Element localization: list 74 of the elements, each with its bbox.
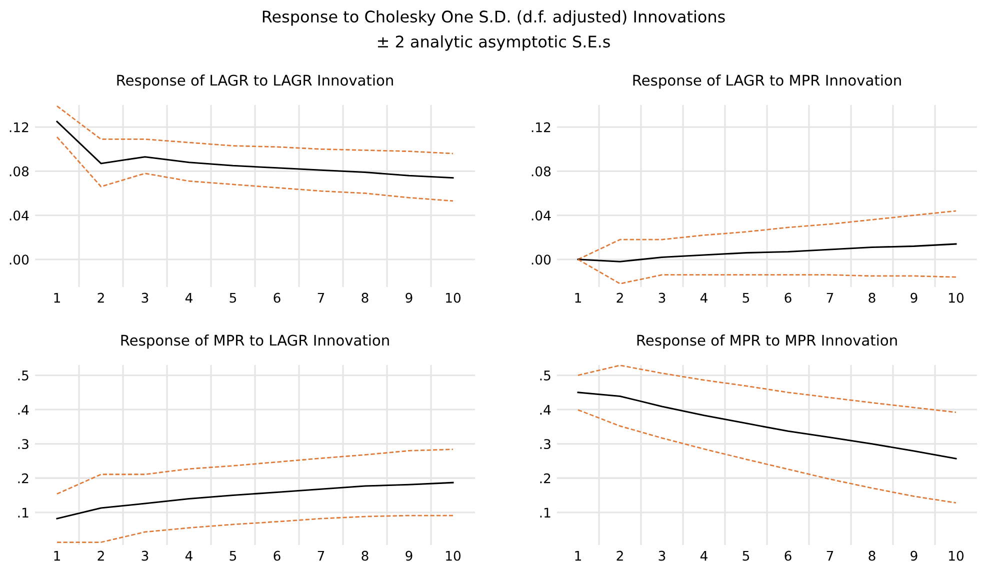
x-tick-label: 7 (318, 550, 324, 561)
x-tick-label: 3 (142, 292, 148, 303)
line-series (56, 482, 454, 520)
line-series (577, 409, 957, 504)
y-tick-label: .04 (532, 210, 551, 221)
y-tick-label: .04 (10, 210, 29, 221)
x-tick-label: 6 (274, 292, 280, 303)
y-tick-label: .12 (532, 122, 550, 132)
y-tick-label: .00 (532, 254, 551, 265)
x-tick-label: 3 (142, 550, 148, 561)
x-tick-label: 5 (742, 292, 750, 303)
x-tick-label: 5 (230, 292, 236, 303)
y-tick-label: .3 (18, 439, 28, 450)
chart-title: Response of MPR to MPR Innovation (637, 334, 897, 349)
x-tick-label: 2 (616, 550, 623, 561)
x-tick-label: 7 (318, 292, 324, 303)
y-tick-label: .4 (18, 404, 29, 415)
x-tick-label: 5 (742, 550, 750, 561)
y-tick-label: .12 (10, 122, 28, 132)
x-tick-label: 6 (784, 550, 792, 561)
x-tick-label: 1 (575, 292, 581, 303)
x-tick-label: 2 (98, 550, 104, 561)
x-tick-label: 2 (616, 292, 623, 303)
chart-title: Response of LAGR to MPR Innovation (633, 74, 901, 89)
x-tick-label: 6 (274, 550, 280, 561)
x-tick-label: 8 (868, 550, 876, 561)
y-tick-label: .08 (532, 166, 551, 176)
y-tick-label: .2 (18, 473, 28, 484)
x-tick-label: 1 (54, 292, 60, 303)
x-tick-label: 3 (658, 550, 666, 561)
line-series (56, 448, 454, 495)
x-tick-label: 1 (575, 550, 581, 561)
line-series (56, 120, 454, 179)
x-tick-label: 8 (362, 292, 368, 303)
x-tick-label: 10 (949, 292, 964, 303)
x-tick-label: 6 (784, 292, 792, 303)
x-tick-label: 5 (230, 550, 236, 561)
y-tick-label: .5 (18, 370, 28, 380)
y-tick-label: .5 (540, 370, 550, 380)
line-series (56, 514, 454, 543)
x-tick-label: 9 (910, 292, 918, 303)
line-series (56, 105, 454, 154)
x-tick-label: 7 (826, 550, 834, 561)
line-series (56, 136, 454, 202)
y-tick-label: .4 (540, 404, 551, 415)
line-series (577, 392, 957, 460)
line-series (577, 365, 957, 414)
x-tick-label: 4 (700, 550, 708, 561)
line-series (577, 243, 957, 262)
x-tick-label: 4 (185, 550, 192, 561)
x-tick-label: 9 (406, 550, 412, 561)
x-tick-label: 10 (949, 550, 964, 561)
x-tick-label: 4 (700, 292, 708, 303)
y-tick-label: .3 (540, 439, 550, 450)
y-tick-label: .2 (540, 473, 550, 484)
x-tick-label: 8 (868, 292, 876, 303)
text: Response to Cholesky One S.D. (d.f. adjusted) Innovations (262, 10, 725, 26)
text: ± 2 analytic asymptotic S.E.s (378, 35, 610, 51)
x-tick-label: 9 (406, 292, 412, 303)
chart-title: Response of MPR to LAGR Innovation (121, 334, 389, 349)
y-tick-label: .1 (18, 508, 28, 518)
x-tick-label: 10 (446, 292, 461, 303)
x-tick-label: 10 (446, 550, 461, 561)
x-tick-label: 2 (98, 292, 104, 303)
x-tick-label: 4 (185, 292, 192, 303)
x-tick-label: 7 (826, 292, 834, 303)
chart-title: Response of LAGR to LAGR Innovation (117, 74, 393, 89)
x-tick-label: 1 (54, 550, 60, 561)
y-tick-label: .00 (10, 254, 29, 265)
y-tick-label: .08 (10, 166, 29, 176)
y-tick-label: .1 (540, 508, 550, 518)
x-tick-label: 9 (910, 550, 918, 561)
x-tick-label: 3 (658, 292, 666, 303)
x-tick-label: 8 (362, 550, 368, 561)
